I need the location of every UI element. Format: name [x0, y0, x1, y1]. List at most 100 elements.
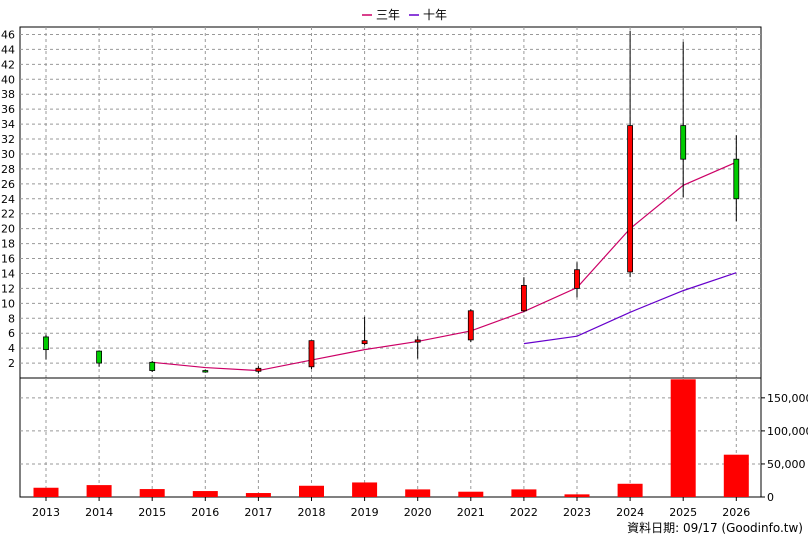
price-y-tick-label: 34	[1, 118, 15, 131]
price-y-tick-label: 10	[1, 297, 15, 310]
price-y-tick-label: 46	[1, 28, 15, 41]
x-tick-label: 2020	[404, 506, 432, 519]
candle-body	[43, 336, 49, 351]
candle-body	[467, 310, 474, 341]
price-panel: 2468101214161820222426283032343638404244…	[1, 26, 762, 379]
candle-2022	[521, 277, 527, 313]
candle-2026	[733, 135, 740, 222]
x-axis: 2013 2014 2015 2016 2017 2018 2019 2020 2021 2022…	[32, 497, 750, 519]
x-tick-label: 2016	[191, 506, 219, 519]
candle-2015	[149, 360, 156, 373]
candle-2025	[680, 41, 687, 198]
legend-label-three-year: 三年	[376, 8, 400, 22]
price-plot-frame	[19, 26, 762, 379]
candle-body	[149, 361, 156, 371]
price-y-tick-label: 32	[1, 133, 15, 146]
volume-y-tick-label: 100,000	[767, 425, 808, 438]
volume-y-tick-label: 50,000	[767, 458, 806, 471]
price-y-tick-label: 26	[1, 178, 15, 191]
volume-bar-2017	[245, 493, 271, 497]
volume-bar-2016	[192, 491, 218, 497]
price-y-tick-label: 24	[1, 193, 15, 206]
candles	[43, 30, 740, 374]
price-y-tick-label: 20	[1, 223, 15, 236]
volume-bar-2020	[405, 489, 431, 497]
candle-2016	[202, 369, 209, 373]
volume-bar-2022	[511, 489, 537, 497]
moving-average-lines	[152, 161, 737, 372]
price-y-tick-label: 22	[1, 208, 15, 221]
legend-label-ten-year: 十年	[423, 8, 447, 22]
candle-body	[202, 370, 209, 373]
x-tick-label: 2013	[32, 506, 60, 519]
price-y-tick-label: 2	[8, 357, 15, 370]
x-tick-label: 2019	[351, 506, 379, 519]
price-y-tick-label: 8	[8, 312, 15, 325]
price-y-tick-label: 44	[1, 43, 15, 56]
candle-body	[361, 340, 368, 345]
volume-bar-2026	[723, 454, 749, 497]
price-y-axis: 2468101214161820222426283032343638404244…	[1, 28, 15, 370]
x-tick-label: 2018	[298, 506, 326, 519]
candle-body	[733, 158, 740, 200]
candle-body	[255, 367, 262, 372]
candle-2014	[96, 350, 102, 367]
x-tick-label: 2017	[244, 506, 272, 519]
volume-gridlines	[20, 378, 761, 497]
candle-body	[308, 340, 315, 368]
price-y-tick-label: 38	[1, 88, 15, 101]
volume-plot-frame	[19, 377, 762, 498]
x-tick-label: 2022	[510, 506, 538, 519]
price-y-tick-label: 42	[1, 58, 15, 71]
volume-bar-2023	[564, 494, 590, 497]
candle-body	[574, 269, 580, 289]
price-y-tick-label: 14	[1, 267, 15, 280]
candle-2020	[414, 336, 421, 359]
volume-y-tick-label: 150,000	[767, 392, 808, 405]
volume-bar-2021	[458, 491, 484, 497]
price-y-tick-label: 12	[1, 282, 15, 295]
volume-bar-2024	[617, 483, 643, 497]
candle-body	[521, 284, 527, 312]
data-date-footer: 資料日期: 09/17 (Goodinfo.tw)	[627, 521, 803, 535]
price-y-tick-label: 40	[1, 73, 15, 86]
volume-bar-2019	[352, 482, 378, 497]
legend: 三年 十年	[362, 8, 447, 22]
candle-2018	[308, 340, 315, 370]
x-tick-label: 2026	[722, 506, 750, 519]
x-tick-label: 2023	[563, 506, 591, 519]
candle-body	[627, 125, 633, 273]
candle-2023	[574, 262, 580, 298]
ten-year-line	[523, 272, 737, 345]
candle-body	[96, 350, 102, 364]
three-year-line	[152, 161, 737, 372]
candle-2013	[43, 334, 49, 360]
price-y-tick-label: 4	[8, 342, 15, 355]
price-y-tick-label: 18	[1, 238, 15, 251]
x-tick-label: 2015	[138, 506, 166, 519]
price-y-tick-label: 30	[1, 148, 15, 161]
volume-panel: 0 50,000 100,000 150,000	[19, 377, 808, 504]
volume-y-tick-label: 0	[767, 491, 774, 504]
volume-bar-2015	[139, 489, 165, 497]
price-y-tick-label: 28	[1, 163, 15, 176]
candle-2024	[627, 30, 633, 278]
candle-body	[414, 339, 421, 343]
volume-bar-2013	[33, 487, 59, 497]
candle-2017	[255, 366, 262, 374]
price-y-tick-label: 6	[8, 327, 15, 340]
x-tick-label: 2024	[616, 506, 644, 519]
candle-2021	[467, 309, 474, 343]
candle-2019	[361, 316, 368, 346]
volume-y-axis: 0 50,000 100,000 150,000	[761, 392, 808, 504]
price-y-tick-label: 16	[1, 253, 15, 266]
x-tick-label: 2021	[457, 506, 485, 519]
volume-bar-2018	[299, 485, 324, 497]
x-tick-label: 2014	[85, 506, 113, 519]
volume-bars	[33, 379, 749, 497]
candle-body	[680, 125, 687, 160]
x-tick-label: 2025	[669, 506, 697, 519]
price-y-tick-label: 36	[1, 103, 15, 116]
volume-bar-2025	[670, 379, 696, 497]
